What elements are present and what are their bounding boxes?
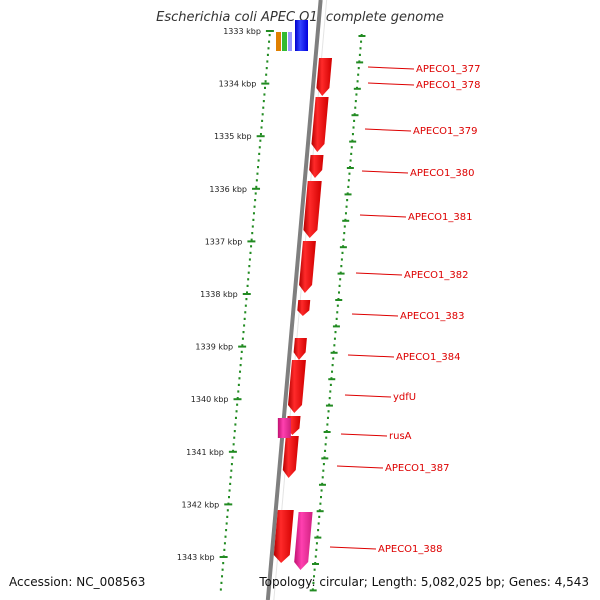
gene-label-APECO1_381[interactable]: APECO1_381 [408,212,473,223]
scale-tick-label: 1334 kbp [219,80,257,89]
accession-text: Accession: NC_008563 [9,575,146,589]
feature-green [282,32,287,51]
scale-tick-label: 1335 kbp [214,132,252,141]
gene-label-APECO1_387[interactable]: APECO1_387 [385,463,450,474]
scale-tick-label: 1339 kbp [195,343,233,352]
gene-leader-line [347,354,395,358]
cds-arrow [288,360,306,413]
cds-arrow [311,97,329,152]
scale-tick-label: 1333 kbp [223,27,261,36]
gene-label-APECO1_383[interactable]: APECO1_383 [400,311,465,322]
gene-leader-line [340,433,388,437]
cds-arrow [297,300,311,316]
feature-orange [276,32,281,51]
gene-label-APECO1_388[interactable]: APECO1_388 [378,544,443,555]
gene-leader-line [361,170,409,174]
cds-arrow [309,155,324,178]
scale-tick-label: 1336 kbp [209,185,247,194]
gene-label-APECO1_377[interactable]: APECO1_377 [416,64,481,75]
gene-label-ydfU[interactable]: ydfU [393,392,416,403]
gene-label-APECO1_378[interactable]: APECO1_378 [416,80,481,91]
scale-tick-label: 1343 kbp [177,553,215,562]
cds-arrow [316,58,333,96]
gene-leader-line [336,465,384,469]
cds-arrow [282,436,299,478]
gene-label-APECO1_379[interactable]: APECO1_379 [413,126,478,137]
ring-layer: 1333 kbp 1334 kbp 1335 kbp 1336 kbp 1337 kbp… [177,0,366,600]
scale-tick-label: 1341 kbp [186,448,224,457]
feature-lilac [288,32,292,51]
label-layer: APECO1_377 APECO1_378 APECO1_379 APECO1_380… [329,64,481,555]
feature-layer [273,20,333,570]
scale-tick-label: 1342 kbp [182,500,220,509]
gene-leader-line [355,272,403,276]
cds-arrow [273,510,294,563]
gene-leader-line [359,214,407,218]
cds-arrow [299,241,316,293]
cds-arrow [294,512,313,570]
backbone-ring [265,0,323,600]
gene-leader-line [344,394,392,398]
gene-label-APECO1_382[interactable]: APECO1_382 [404,270,469,281]
cds-arrow [293,338,307,360]
gene-leader-line [367,66,415,70]
scale-tick-label: 1337 kbp [205,237,243,246]
gene-label-APECO1_380[interactable]: APECO1_380 [410,168,475,179]
feature-blue [295,20,308,51]
gene-label-rusA[interactable]: rusA [389,431,412,442]
gene-label-APECO1_384[interactable]: APECO1_384 [396,352,461,363]
map-title: Escherichia coli APEC O1, complete genom… [156,10,444,25]
gene-leader-line [351,313,399,317]
gene-leader-line [367,82,415,86]
cds-arrow [303,181,322,238]
genome-summary-text: Topology: circular; Length: 5,082,025 bp… [259,575,589,589]
gene-leader-line [364,128,412,132]
cds-arrow [277,418,291,438]
scale-tick-label: 1340 kbp [191,395,229,404]
gene-leader-line [329,546,377,550]
scale-tick-label: 1338 kbp [200,290,238,299]
